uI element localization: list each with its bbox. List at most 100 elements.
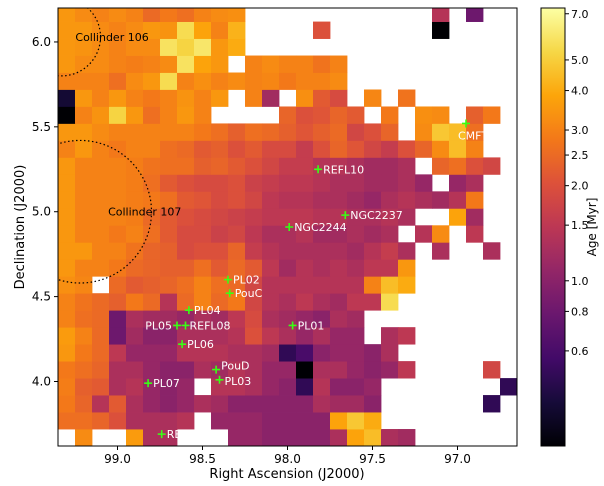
heatmap-cell [415, 106, 433, 124]
heatmap-cell [347, 157, 365, 175]
heatmap-cell [262, 89, 280, 107]
heatmap-cell [364, 395, 382, 413]
heatmap-cell [92, 395, 110, 413]
heatmap-cell [160, 412, 178, 430]
heatmap-cell [279, 157, 297, 175]
heatmap-cell [279, 55, 297, 73]
heatmap-cell [126, 123, 144, 141]
heatmap-cell [160, 89, 178, 107]
heatmap-cell [143, 157, 161, 175]
heatmap-cell [109, 276, 127, 294]
heatmap-cell [364, 412, 382, 430]
heatmap-cell [109, 89, 127, 107]
heatmap-cell [75, 259, 93, 277]
heatmap-cell [228, 276, 246, 294]
heatmap-cell [211, 21, 229, 39]
heatmap-cell [160, 259, 178, 277]
heatmap-cell [58, 395, 76, 413]
heatmap-cell [211, 293, 229, 311]
colorbar-tick-label: 1.0 [571, 275, 589, 288]
heatmap-cell [143, 361, 161, 379]
heatmap-cell [126, 225, 144, 243]
heatmap-cell [279, 140, 297, 158]
y-tick-label: 5.0 [32, 205, 51, 219]
heatmap-cell [75, 412, 93, 430]
heatmap-cell [58, 38, 76, 56]
heatmap-cell [313, 276, 331, 294]
heatmap-cell [262, 327, 280, 345]
heatmap-cell [347, 344, 365, 362]
heatmap-cell [126, 208, 144, 226]
heatmap-cell [75, 276, 93, 294]
heatmap-cell [313, 361, 331, 379]
heatmap-cell [364, 293, 382, 311]
heatmap-cell [58, 242, 76, 260]
heatmap-cell [449, 191, 467, 209]
heatmap-cell [160, 327, 178, 345]
heatmap-cell [313, 140, 331, 158]
source-marker [225, 289, 234, 298]
heatmap-cell [279, 344, 297, 362]
heatmap-cell [177, 361, 195, 379]
heatmap-cell [313, 225, 331, 243]
heatmap-cell [211, 72, 229, 90]
heatmap-cell [347, 293, 365, 311]
heatmap-cell [177, 72, 195, 90]
heatmap-cell [58, 361, 76, 379]
heatmap-cell [211, 395, 229, 413]
heatmap-cell [449, 208, 467, 226]
heatmap-cell [228, 140, 246, 158]
heatmap-cell [109, 225, 127, 243]
heatmap-cell [381, 208, 399, 226]
heatmap-cell [194, 344, 212, 362]
heatmap-cell [75, 38, 93, 56]
heatmap-cell [160, 378, 178, 396]
heatmap-cell [381, 242, 399, 260]
heatmap-cell [92, 123, 110, 141]
heatmap-cell [143, 310, 161, 328]
heatmap-cell [364, 208, 382, 226]
heatmap-cell [483, 395, 501, 413]
heatmap-cell [296, 327, 314, 345]
heatmap-cell [279, 72, 297, 90]
heatmap-cell [109, 191, 127, 209]
heatmap-cell [75, 242, 93, 260]
heatmap-cell [279, 429, 297, 446]
heatmap-cell [143, 344, 161, 362]
heatmap-cell [228, 395, 246, 413]
heatmap-cell [194, 8, 212, 22]
heatmap-cell [432, 21, 450, 39]
heatmap-cell [296, 259, 314, 277]
heatmap-cell [262, 378, 280, 396]
heatmap-cell [262, 72, 280, 90]
heatmap-cell [126, 38, 144, 56]
heatmap-cell [160, 276, 178, 294]
heatmap-cell [330, 412, 348, 430]
colorbar-label: Age [Myr] [585, 198, 599, 257]
heatmap-cell [194, 327, 212, 345]
heatmap-cell [177, 310, 195, 328]
heatmap-cell [347, 276, 365, 294]
colorbar-tick-label: 2.5 [571, 149, 589, 162]
heatmap-cell [245, 361, 263, 379]
heatmap-cell [109, 259, 127, 277]
heatmap-cell [58, 191, 76, 209]
heatmap-cell [75, 395, 93, 413]
heatmap-cell [279, 412, 297, 430]
heatmap-cell [364, 344, 382, 362]
heatmap-cell [381, 259, 399, 277]
heatmap-cell [364, 242, 382, 260]
heatmap-cell [296, 208, 314, 226]
heatmap-cell [245, 89, 263, 107]
heatmap-cell [313, 412, 331, 430]
heatmap-cell [466, 123, 484, 141]
heatmap-cell [58, 8, 76, 22]
heatmap-cell [245, 123, 263, 141]
heatmap-cell [296, 89, 314, 107]
heatmap-cell [415, 123, 433, 141]
heatmap-cell [143, 191, 161, 209]
heatmap-cell [296, 276, 314, 294]
heatmap-cell [228, 412, 246, 430]
heatmap-cell [75, 191, 93, 209]
heatmap-cell [245, 310, 263, 328]
